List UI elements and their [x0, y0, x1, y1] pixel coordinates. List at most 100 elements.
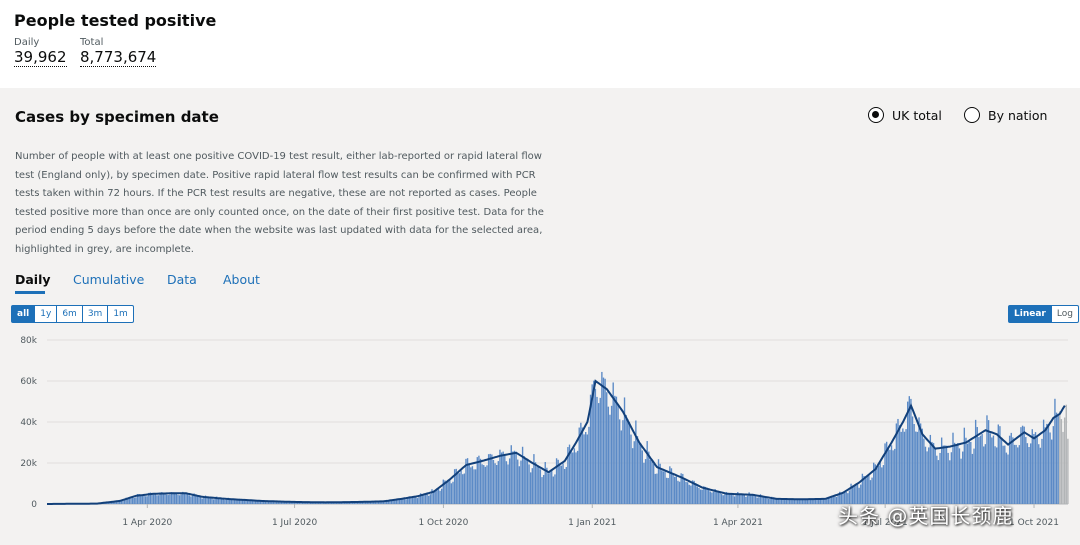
- bar: [504, 455, 506, 504]
- bar: [612, 382, 614, 504]
- bar: [680, 473, 682, 504]
- bar: [1054, 398, 1056, 504]
- bar: [148, 492, 150, 504]
- bar: [494, 463, 496, 504]
- bar: [140, 495, 142, 504]
- bar: [699, 489, 702, 504]
- tab-daily[interactable]: Daily: [15, 272, 51, 287]
- bar: [222, 498, 224, 504]
- bar: [963, 427, 966, 504]
- bar: [198, 495, 200, 504]
- bar: [395, 499, 398, 504]
- total-value[interactable]: 8,773,674: [80, 48, 157, 67]
- bar: [614, 395, 616, 504]
- bar: [837, 495, 839, 504]
- bar: [1028, 447, 1030, 504]
- bar: [240, 499, 242, 504]
- bar: [907, 401, 909, 504]
- bar: [643, 462, 645, 504]
- bar: [424, 493, 427, 504]
- bar: [769, 498, 771, 504]
- y-tick-label: 60k: [20, 377, 37, 387]
- radio-checked-icon[interactable]: [868, 107, 884, 123]
- bar: [725, 491, 728, 504]
- bar: [405, 499, 407, 504]
- bar: [685, 481, 687, 504]
- bar: [756, 497, 758, 504]
- radio-unchecked-icon[interactable]: [964, 107, 980, 123]
- range-all-button[interactable]: all: [12, 306, 36, 322]
- cases-chart[interactable]: 0 20k 40k 60k 80k 1 Apr 2020 1 Jul 2020 1 Oct …: [0, 328, 1080, 545]
- bar: [620, 430, 622, 504]
- bar: [602, 377, 605, 504]
- active-tab-underline: [15, 291, 45, 294]
- bar: [541, 477, 543, 504]
- bar: [468, 463, 470, 504]
- bar: [902, 428, 904, 504]
- range-3m-button[interactable]: 3m: [83, 306, 109, 322]
- bar: [826, 498, 828, 504]
- radio-uk-total[interactable]: UK total: [868, 107, 942, 123]
- bar: [229, 498, 231, 504]
- bar: [1021, 425, 1024, 504]
- bar: [136, 494, 139, 504]
- bar: [248, 500, 250, 504]
- bar: [212, 499, 215, 504]
- bar: [929, 434, 932, 504]
- bar: [487, 454, 490, 504]
- daily-label: Daily: [14, 37, 40, 48]
- bar: [453, 469, 456, 504]
- bar: [607, 406, 610, 504]
- bar: [965, 437, 967, 504]
- radio-by-nation[interactable]: By nation: [964, 107, 1047, 123]
- range-6m-button[interactable]: 6m: [57, 306, 83, 322]
- bar: [434, 490, 436, 504]
- bar: [368, 501, 370, 504]
- bar: [534, 462, 537, 504]
- bar: [146, 496, 148, 504]
- bar: [877, 465, 880, 504]
- bar: [225, 499, 228, 504]
- scale-log-button[interactable]: Log: [1056, 309, 1073, 319]
- bar: [696, 486, 699, 504]
- bar: [719, 492, 721, 504]
- bar: [656, 473, 658, 504]
- bar: [780, 499, 783, 504]
- bar: [690, 485, 692, 504]
- bar: [523, 456, 525, 504]
- bar: [905, 429, 907, 504]
- bar: [698, 487, 700, 504]
- bar: [508, 458, 511, 504]
- bar: [373, 501, 375, 504]
- bar: [821, 499, 823, 504]
- bar: [918, 417, 920, 504]
- bar: [293, 502, 296, 504]
- bar: [586, 434, 589, 504]
- bar: [678, 481, 681, 504]
- bar: [301, 502, 304, 504]
- scale-linear-button[interactable]: Linear: [1009, 306, 1052, 322]
- bar: [863, 476, 865, 504]
- bar: [761, 495, 763, 504]
- x-tick-label: 1 Apr 2020: [122, 518, 172, 528]
- bar: [157, 495, 160, 504]
- bar: [772, 497, 775, 504]
- bar: [243, 500, 245, 504]
- tab-cumulative[interactable]: Cumulative: [73, 272, 145, 287]
- bar: [183, 492, 186, 504]
- range-1m-button[interactable]: 1m: [113, 309, 128, 319]
- daily-value[interactable]: 39,962: [14, 48, 67, 67]
- bar: [185, 492, 187, 504]
- range-1y-button[interactable]: 1y: [35, 306, 58, 322]
- bar: [392, 500, 394, 504]
- tab-about[interactable]: About: [223, 272, 260, 287]
- bar: [233, 499, 236, 504]
- bar: [400, 498, 402, 504]
- card-description: Number of people with at least one posit…: [15, 151, 544, 255]
- bar: [326, 502, 328, 504]
- bar: [471, 466, 474, 504]
- bar: [408, 496, 411, 504]
- bar: [717, 490, 720, 504]
- cases-card: Cases by specimen date UK total By natio…: [0, 88, 1080, 545]
- tab-data[interactable]: Data: [167, 272, 197, 287]
